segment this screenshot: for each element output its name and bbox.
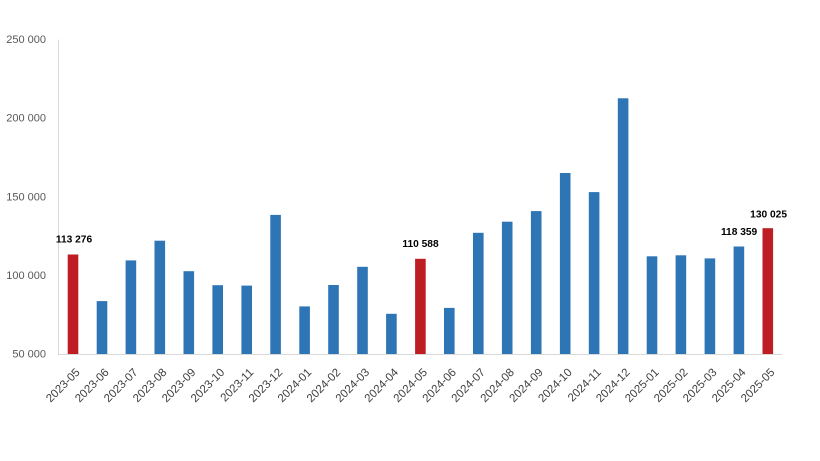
svg-text:250 000: 250 000 bbox=[6, 34, 46, 46]
svg-text:130 025: 130 025 bbox=[750, 210, 787, 221]
svg-text:150 000: 150 000 bbox=[6, 191, 46, 203]
svg-text:100 000: 100 000 bbox=[6, 270, 46, 282]
svg-text:110 588: 110 588 bbox=[402, 239, 439, 250]
svg-text:200 000: 200 000 bbox=[6, 113, 46, 125]
svg-text:118 359: 118 359 bbox=[721, 227, 758, 238]
svg-text:50 000: 50 000 bbox=[12, 349, 46, 361]
svg-text:113 276: 113 276 bbox=[56, 235, 93, 246]
